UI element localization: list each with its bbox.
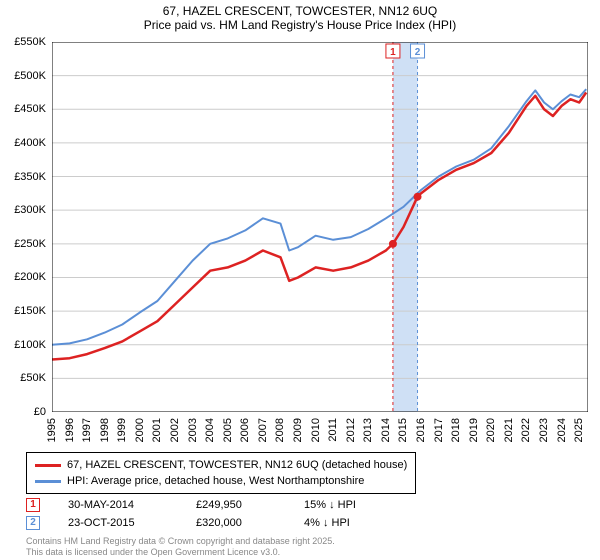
legend-box: 67, HAZEL CRESCENT, TOWCESTER, NN12 6UQ … <box>26 452 416 494</box>
legend-label: HPI: Average price, detached house, West… <box>67 473 364 489</box>
x-tick-label: 2003 <box>187 418 199 442</box>
x-tick-label: 2010 <box>310 418 322 442</box>
transaction-date: 23-OCT-2015 <box>68 514 168 532</box>
x-tick-label: 2022 <box>520 418 532 442</box>
x-tick-label: 2014 <box>380 418 392 442</box>
y-tick-label: £500K <box>14 70 46 82</box>
transaction-hpi: 15% ↓ HPI <box>304 496 404 514</box>
legend-item: HPI: Average price, detached house, West… <box>35 473 407 489</box>
x-tick-label: 2018 <box>450 418 462 442</box>
legend-item: 67, HAZEL CRESCENT, TOWCESTER, NN12 6UQ … <box>35 457 407 473</box>
legend-swatch <box>35 480 61 483</box>
chart-title: 67, HAZEL CRESCENT, TOWCESTER, NN12 6UQ … <box>0 0 600 32</box>
x-tick-label: 2000 <box>134 418 146 442</box>
x-tick-label: 2008 <box>274 418 286 442</box>
y-tick-label: £350K <box>14 171 46 183</box>
x-tick-label: 1999 <box>116 418 128 442</box>
footer-line2: This data is licensed under the Open Gov… <box>26 547 335 558</box>
x-tick-label: 2015 <box>397 418 409 442</box>
y-tick-label: £0 <box>34 406 46 418</box>
y-tick-label: £100K <box>14 339 46 351</box>
y-tick-label: £250K <box>14 238 46 250</box>
x-tick-label: 1997 <box>81 418 93 442</box>
svg-text:1: 1 <box>390 47 396 58</box>
x-tick-label: 2023 <box>538 418 550 442</box>
x-tick-label: 2021 <box>503 418 515 442</box>
transaction-price: £320,000 <box>196 514 276 532</box>
copyright-footer: Contains HM Land Registry data © Crown c… <box>26 536 335 558</box>
svg-text:2: 2 <box>415 47 421 58</box>
y-tick-label: £450K <box>14 103 46 115</box>
transaction-row: 2 23-OCT-2015 £320,000 4% ↓ HPI <box>26 514 404 532</box>
legend-label: 67, HAZEL CRESCENT, TOWCESTER, NN12 6UQ … <box>67 457 407 473</box>
x-tick-label: 1995 <box>46 418 58 442</box>
transaction-price: £249,950 <box>196 496 276 514</box>
transaction-date: 30-MAY-2014 <box>68 496 168 514</box>
x-tick-label: 2025 <box>573 418 585 442</box>
x-tick-label: 2005 <box>222 418 234 442</box>
x-tick-label: 2009 <box>292 418 304 442</box>
title-subtitle: Price paid vs. HM Land Registry's House … <box>0 18 600 32</box>
y-tick-label: £400K <box>14 137 46 149</box>
y-tick-label: £200K <box>14 271 46 283</box>
chart-container: 67, HAZEL CRESCENT, TOWCESTER, NN12 6UQ … <box>0 0 600 560</box>
x-tick-label: 2013 <box>362 418 374 442</box>
x-tick-label: 2024 <box>556 418 568 442</box>
y-axis-ticks: £0£50K£100K£150K£200K£250K£300K£350K£400… <box>0 42 50 412</box>
legend-swatch <box>35 464 61 467</box>
transaction-marker: 1 <box>26 498 40 512</box>
y-tick-label: £150K <box>14 305 46 317</box>
x-tick-label: 2020 <box>485 418 497 442</box>
x-tick-label: 2001 <box>151 418 163 442</box>
y-tick-label: £550K <box>14 36 46 48</box>
x-tick-label: 2011 <box>327 418 339 442</box>
transaction-hpi: 4% ↓ HPI <box>304 514 404 532</box>
x-tick-label: 1998 <box>99 418 111 442</box>
y-tick-label: £300K <box>14 204 46 216</box>
x-tick-label: 2017 <box>433 418 445 442</box>
x-tick-label: 1996 <box>64 418 76 442</box>
x-axis-ticks: 1995199619971998199920002001200220032004… <box>52 414 588 454</box>
transaction-marker: 2 <box>26 516 40 530</box>
footer-line1: Contains HM Land Registry data © Crown c… <box>26 536 335 547</box>
chart-svg: 12 <box>52 42 588 412</box>
transactions-table: 1 30-MAY-2014 £249,950 15% ↓ HPI 2 23-OC… <box>26 496 404 532</box>
x-tick-label: 2004 <box>204 418 216 442</box>
plot-area: 12 <box>52 42 588 412</box>
transaction-row: 1 30-MAY-2014 £249,950 15% ↓ HPI <box>26 496 404 514</box>
x-tick-label: 2019 <box>468 418 480 442</box>
x-tick-label: 2002 <box>169 418 181 442</box>
x-tick-label: 2007 <box>257 418 269 442</box>
title-address: 67, HAZEL CRESCENT, TOWCESTER, NN12 6UQ <box>0 4 600 18</box>
x-tick-label: 2012 <box>345 418 357 442</box>
y-tick-label: £50K <box>20 372 46 384</box>
x-tick-label: 2016 <box>415 418 427 442</box>
x-tick-label: 2006 <box>239 418 251 442</box>
